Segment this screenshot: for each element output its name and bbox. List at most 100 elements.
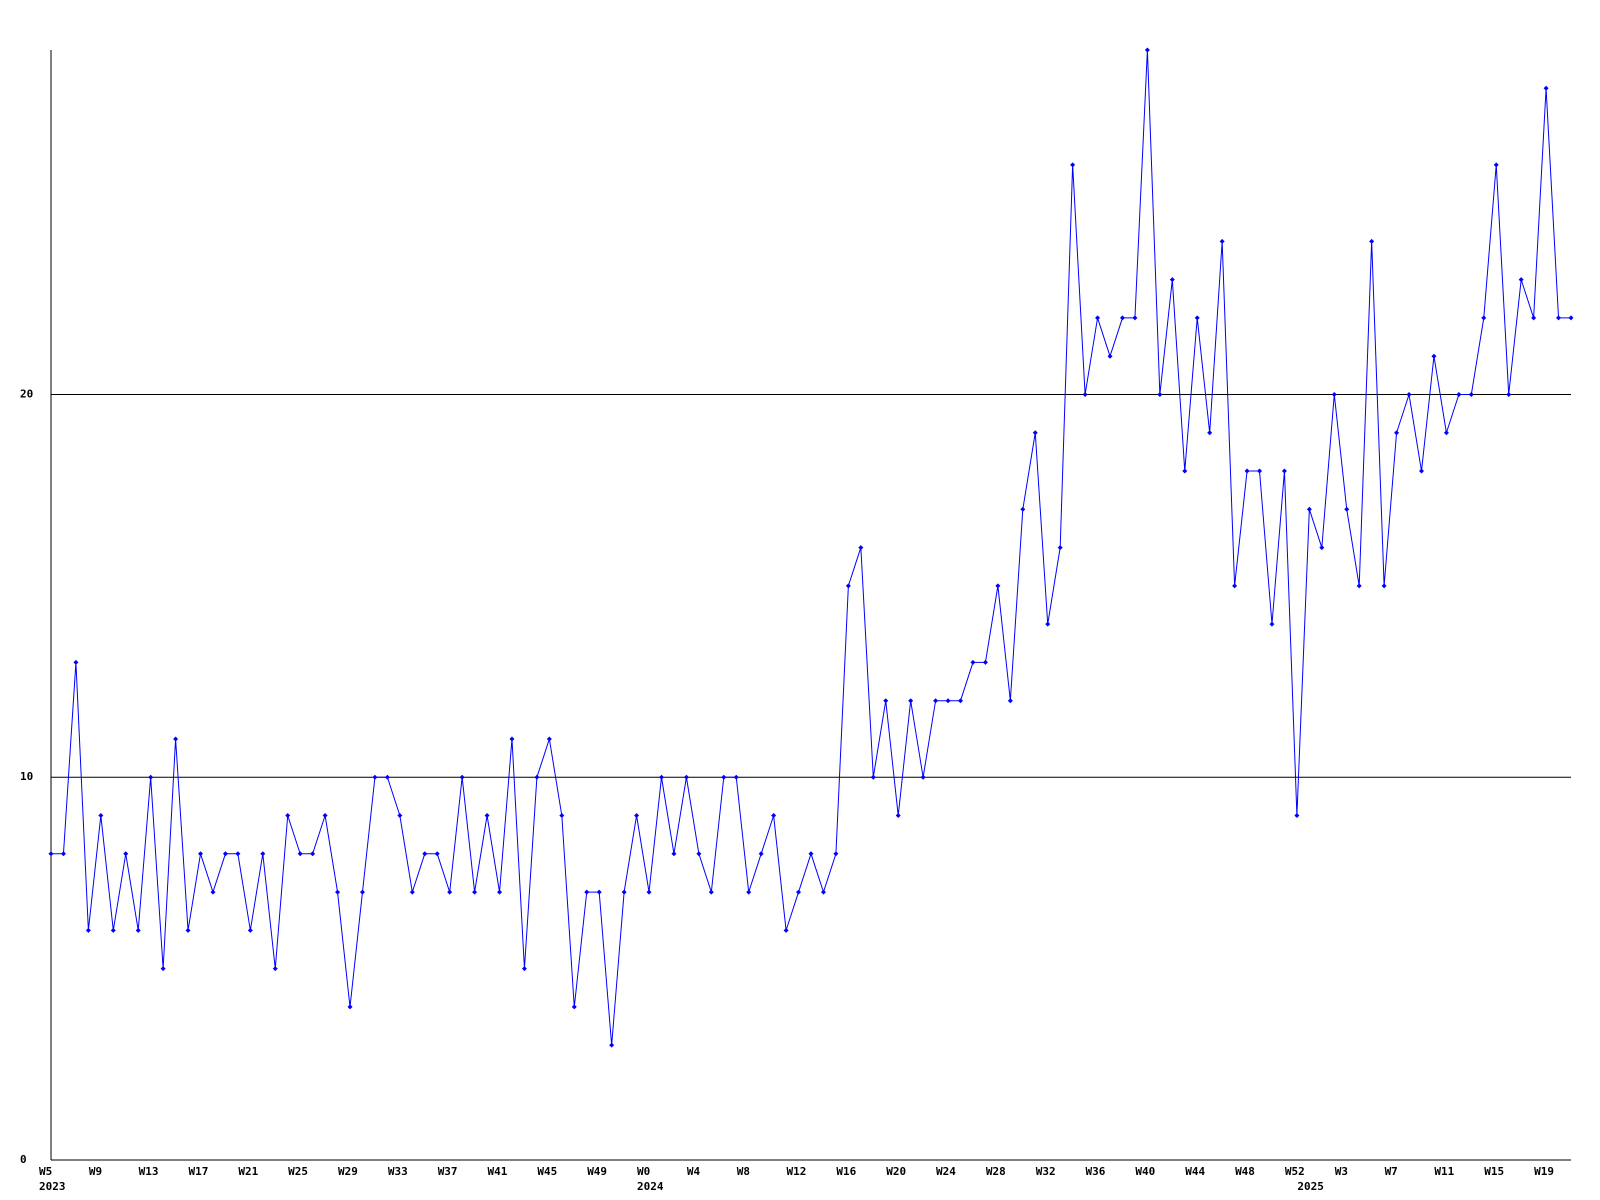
data-point: [646, 889, 652, 895]
data-point: [783, 927, 789, 933]
data-point: [721, 774, 727, 780]
data-point: [634, 813, 640, 819]
data-point: [920, 774, 926, 780]
data-point: [895, 813, 901, 819]
data-point: [945, 698, 951, 704]
x-tick-label: W13: [139, 1165, 159, 1178]
x-tick-label: W44: [1185, 1165, 1205, 1178]
x-tick-label: W33: [388, 1165, 408, 1178]
x-tick-label: W52: [1285, 1165, 1305, 1178]
data-point: [384, 774, 390, 780]
data-point: [123, 851, 129, 857]
data-point: [160, 966, 166, 972]
data-point: [958, 698, 964, 704]
data-point: [1182, 468, 1188, 474]
x-tick-label: W7: [1385, 1165, 1398, 1178]
data-point: [347, 1004, 353, 1010]
data-point: [1219, 238, 1225, 244]
data-line: [51, 49, 1571, 1046]
data-point: [397, 813, 403, 819]
x-tick-label: W20: [886, 1165, 906, 1178]
x-tick-label: W5: [39, 1165, 52, 1178]
x-tick-label: W37: [438, 1165, 458, 1178]
data-point: [1057, 545, 1063, 551]
data-point: [60, 851, 66, 857]
x-tick-label: W8: [737, 1165, 750, 1178]
x-year-label: 2023: [39, 1180, 66, 1193]
data-point: [1531, 315, 1537, 321]
data-point: [883, 698, 889, 704]
data-point: [708, 889, 714, 895]
data-point: [1543, 85, 1549, 91]
data-point: [1095, 315, 1101, 321]
data-point: [447, 889, 453, 895]
data-point: [1257, 468, 1263, 474]
x-tick-label: W11: [1434, 1165, 1454, 1178]
data-point: [1107, 353, 1113, 359]
data-point: [198, 851, 204, 857]
x-tick-label: W45: [537, 1165, 557, 1178]
data-point: [1468, 391, 1474, 397]
data-point: [1169, 277, 1175, 283]
data-point: [335, 889, 341, 895]
x-tick-label: W3: [1335, 1165, 1348, 1178]
x-tick-label: W36: [1086, 1165, 1106, 1178]
data-point: [148, 774, 154, 780]
data-point: [1568, 315, 1574, 321]
data-point: [1344, 506, 1350, 512]
data-point: [1331, 391, 1337, 397]
data-point: [235, 851, 241, 857]
data-point: [1045, 621, 1051, 627]
x-tick-label: W21: [238, 1165, 258, 1178]
data-point: [521, 966, 527, 972]
data-point: [658, 774, 664, 780]
data-point: [1418, 468, 1424, 474]
x-tick-label: W24: [936, 1165, 956, 1178]
data-point: [746, 889, 752, 895]
data-point: [1506, 391, 1512, 397]
x-tick-label: W28: [986, 1165, 1006, 1178]
x-tick-label: W40: [1135, 1165, 1155, 1178]
data-point: [559, 813, 565, 819]
data-point: [1518, 277, 1524, 283]
data-point: [845, 583, 851, 589]
data-point: [1556, 315, 1562, 321]
data-point: [185, 927, 191, 933]
data-point: [1319, 545, 1325, 551]
data-point: [808, 851, 814, 857]
y-tick-label: 20: [20, 387, 33, 400]
data-point: [1119, 315, 1125, 321]
x-year-label: 2024: [637, 1180, 664, 1193]
x-tick-label: W16: [836, 1165, 856, 1178]
data-point: [247, 927, 253, 933]
data-point: [110, 927, 116, 933]
data-point: [73, 659, 79, 665]
data-point: [571, 1004, 577, 1010]
data-point: [1232, 583, 1238, 589]
data-point: [359, 889, 365, 895]
data-point: [1070, 162, 1076, 168]
data-point: [1431, 353, 1437, 359]
x-tick-label: W12: [787, 1165, 807, 1178]
data-point: [1356, 583, 1362, 589]
x-tick-label: W49: [587, 1165, 607, 1178]
data-point: [683, 774, 689, 780]
data-point: [933, 698, 939, 704]
data-point: [1144, 47, 1150, 53]
data-point: [1294, 813, 1300, 819]
data-point: [733, 774, 739, 780]
data-point: [285, 813, 291, 819]
data-point: [696, 851, 702, 857]
data-point: [1443, 430, 1449, 436]
data-point: [1082, 391, 1088, 397]
data-point: [609, 1042, 615, 1048]
data-point: [173, 736, 179, 742]
x-tick-label: W25: [288, 1165, 308, 1178]
data-point: [98, 813, 104, 819]
data-point: [1481, 315, 1487, 321]
data-point: [272, 966, 278, 972]
x-tick-label: W41: [488, 1165, 508, 1178]
x-tick-label: W19: [1534, 1165, 1554, 1178]
